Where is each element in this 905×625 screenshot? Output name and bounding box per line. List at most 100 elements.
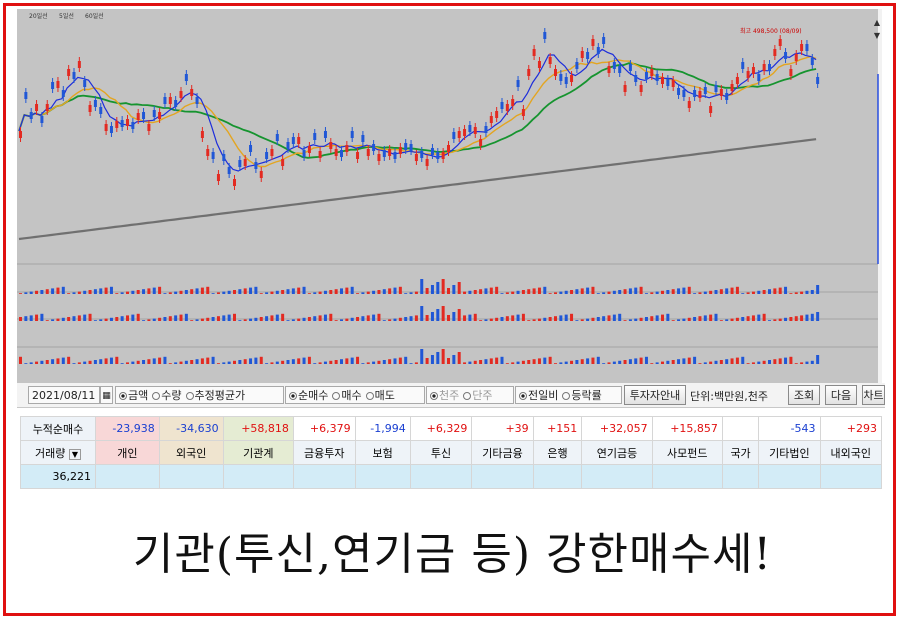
volume-bar — [768, 289, 771, 294]
radio-avg-price[interactable]: 추정평균가 — [185, 387, 245, 405]
table-cell[interactable] — [532, 464, 583, 489]
radio-thousand-shares[interactable]: 천주 — [430, 387, 459, 405]
volume-bar — [628, 319, 632, 321]
volume-bar — [163, 293, 167, 294]
radio-quantity[interactable]: 수량 — [152, 387, 182, 405]
radio-sell[interactable]: 매도 — [365, 387, 395, 405]
volume-header[interactable]: 거래량 ▼ — [20, 440, 96, 465]
scroll-up-icon[interactable]: ▲ — [873, 18, 880, 27]
candle — [452, 132, 456, 139]
radio-change-rate[interactable]: 등락률 — [562, 387, 602, 405]
radio-amount[interactable]: 금액 — [119, 387, 148, 405]
volume-bar — [516, 290, 520, 294]
table-cell[interactable] — [158, 464, 224, 489]
column-header[interactable]: 연기금등 — [581, 440, 653, 465]
radio-prev-day[interactable]: 전일비 — [519, 387, 558, 405]
column-header[interactable]: 국가 — [721, 440, 760, 465]
volume-bar — [275, 290, 279, 294]
column-header[interactable]: 은행 — [532, 440, 583, 465]
chart-button[interactable]: 차트 — [862, 385, 885, 405]
volume-bar — [489, 358, 493, 364]
volume-bar — [457, 352, 461, 364]
calendar-icon[interactable]: ▦ — [100, 386, 113, 404]
table-cell[interactable] — [471, 464, 534, 489]
column-header[interactable]: 내외국인 — [819, 440, 883, 465]
next-button[interactable]: 다음 — [825, 385, 857, 405]
candle — [682, 90, 686, 97]
table-cell[interactable] — [292, 464, 356, 489]
table-cell[interactable] — [721, 464, 760, 489]
date-field[interactable]: 2021/08/11 — [28, 386, 100, 404]
table-cell[interactable] — [409, 464, 473, 489]
table-cell[interactable] — [95, 464, 160, 489]
volume-bar — [778, 318, 782, 321]
volume-bar — [564, 361, 568, 364]
volume-bar — [623, 289, 627, 294]
table-cell[interactable] — [758, 464, 821, 489]
volume-bar — [356, 356, 360, 364]
volume-bar — [527, 360, 531, 364]
volume-bar — [307, 293, 311, 294]
column-header[interactable]: 금융투자 — [292, 440, 356, 465]
volume-bar — [227, 361, 231, 364]
column-header[interactable]: 개인 — [95, 440, 160, 465]
table-cell[interactable] — [222, 464, 294, 489]
volume-bar — [447, 288, 450, 294]
volume-bar — [682, 287, 686, 294]
ma120-line — [18, 138, 817, 241]
volume-bar — [361, 363, 365, 364]
volume-bar — [709, 361, 713, 364]
radio-single-shares[interactable]: 단주 — [463, 387, 493, 405]
cumulative-value: -543 — [758, 416, 821, 441]
column-header[interactable]: 기관계 — [222, 440, 294, 465]
volume-bar — [618, 313, 622, 321]
table-cell[interactable] — [651, 464, 723, 489]
column-header[interactable]: 투신 — [409, 440, 473, 465]
column-header[interactable]: 기타법인 — [758, 440, 821, 465]
stock-chart-panel[interactable]: 20일선 5일선 60일선 최고 498,500 (08/09) ▲ ▼ — [17, 9, 882, 385]
volume-bar — [174, 362, 178, 364]
volume-bar — [323, 290, 327, 294]
table-cell[interactable] — [354, 464, 411, 489]
candle — [190, 89, 194, 96]
dropdown-arrow-icon[interactable]: ▼ — [68, 448, 82, 460]
candle — [816, 77, 820, 84]
radio-buy[interactable]: 매수 — [332, 387, 362, 405]
candle — [29, 112, 33, 119]
table-cell[interactable] — [819, 464, 883, 489]
volume-bar — [468, 314, 472, 321]
volume-bar — [275, 314, 279, 321]
volume-bar — [77, 362, 81, 364]
investor-info-button[interactable]: 투자자안내 — [624, 385, 686, 405]
table-cell[interactable] — [581, 464, 653, 489]
query-button[interactable]: 조회 — [788, 385, 820, 405]
volume-bar — [195, 359, 199, 364]
column-header[interactable]: 사모펀드 — [651, 440, 723, 465]
column-header[interactable]: 보험 — [354, 440, 411, 465]
volume-bar — [709, 314, 713, 321]
volume-bar — [56, 358, 60, 364]
volume-bar — [109, 317, 113, 321]
volume-bar — [559, 362, 563, 364]
column-header[interactable]: 기타금융 — [471, 440, 534, 465]
volume-bar — [340, 288, 343, 294]
scroll-down-icon[interactable]: ▼ — [873, 31, 880, 40]
volume-bar — [735, 286, 739, 294]
volume-bar — [265, 316, 269, 321]
volume-bar — [634, 358, 638, 364]
radio-net-buy[interactable]: 순매수 — [289, 387, 328, 405]
candlestick-chart[interactable] — [17, 9, 882, 385]
volume-bar — [607, 315, 611, 321]
column-header[interactable]: 외국인 — [158, 440, 224, 465]
volume-bar — [24, 292, 28, 294]
volume-bar — [757, 290, 761, 294]
volume-bar — [329, 360, 333, 364]
volume-bar — [275, 361, 279, 364]
volume-bar — [580, 319, 584, 321]
volume-bar — [447, 315, 450, 321]
data-row[interactable]: 36,221 — [20, 464, 883, 489]
volume-bar — [286, 289, 290, 294]
volume-bar — [115, 293, 119, 294]
candle — [265, 152, 269, 159]
cumulative-value: +6,329 — [409, 416, 473, 441]
